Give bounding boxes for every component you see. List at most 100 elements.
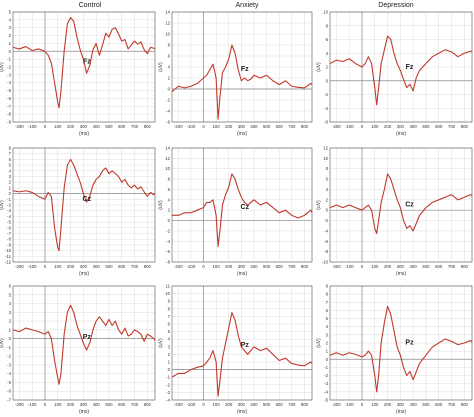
- x-tick-label: -100: [345, 402, 354, 407]
- x-tick-label: 800: [461, 264, 469, 269]
- electrode-label: Pz: [405, 340, 414, 347]
- y-tick-label: -5: [7, 88, 11, 93]
- y-tick-label: 2: [326, 341, 329, 346]
- y-tick-label: 4: [168, 65, 171, 70]
- y-tick-label: 5: [9, 163, 12, 168]
- x-tick-label: 600: [276, 124, 284, 129]
- erp-panel-anxiety-fz: -200 -100 0 100 200 300 400 500 600 700 800 14 12 10 8…: [158, 10, 313, 137]
- y-axis-label: (uV): [0, 200, 5, 210]
- y-tick-label: 5: [9, 292, 12, 297]
- y-tick-label: 6: [168, 187, 171, 192]
- y-tick-label: 2: [168, 352, 171, 357]
- y-tick-label: 1: [9, 185, 12, 190]
- x-tick-label: -200: [15, 402, 24, 407]
- x-tick-label: 500: [422, 124, 430, 129]
- y-tick-label: 5: [168, 329, 171, 334]
- y-tick-label: -4: [166, 398, 170, 403]
- x-tick-label: -100: [187, 124, 196, 129]
- x-tick-label: 300: [80, 264, 88, 269]
- x-tick-label: 0: [44, 264, 47, 269]
- y-tick-label: 10: [165, 32, 170, 37]
- y-tick-label: 4: [9, 168, 12, 173]
- x-tick-label: 700: [131, 264, 139, 269]
- x-tick-label: 100: [371, 402, 379, 407]
- x-tick-label: 400: [93, 402, 101, 407]
- y-tick-label: -5: [7, 220, 11, 225]
- x-tick-label: 800: [301, 124, 309, 129]
- x-tick-label: 300: [238, 124, 246, 129]
- y-tick-label: 6: [326, 177, 329, 182]
- plot-frame: [329, 11, 473, 123]
- y-tick-label: 6: [168, 54, 171, 59]
- y-tick-label: 4: [326, 324, 329, 329]
- x-tick-label: 700: [131, 402, 139, 407]
- y-tick-label: 0: [9, 191, 12, 196]
- y-tick-label: 8: [168, 306, 171, 311]
- erp-waveform: [329, 173, 473, 235]
- erp-panel-anxiety-pz: -200 -100 0 100 200 300 400 500 600 700 8001110987…: [158, 284, 313, 415]
- x-tick-label: 200: [67, 124, 75, 129]
- y-tick-label: 8: [326, 292, 329, 297]
- x-axis-label: (ms): [79, 271, 89, 277]
- x-tick-label: 600: [118, 402, 126, 407]
- y-tick-label: 4: [9, 17, 12, 22]
- y-tick-label: 10: [165, 291, 170, 296]
- y-tick-label: 1: [9, 41, 12, 46]
- x-tick-label: -100: [187, 402, 196, 407]
- x-tick-label: -200: [15, 124, 24, 129]
- y-tick-label: -4: [324, 389, 328, 394]
- plot-frame: [12, 147, 156, 263]
- y-tick-label: 8: [326, 166, 329, 171]
- x-tick-label: -100: [28, 402, 37, 407]
- x-tick-label: 700: [131, 124, 139, 129]
- x-tick-label: 200: [225, 264, 233, 269]
- x-tick-label: 600: [435, 124, 443, 129]
- x-tick-label: 0: [44, 124, 47, 129]
- y-axis-label: (uV): [158, 338, 164, 348]
- x-tick-label: 100: [213, 264, 221, 269]
- y-tick-label: -8: [7, 112, 11, 117]
- y-tick-label: -7: [7, 104, 11, 109]
- x-tick-label: -100: [28, 124, 37, 129]
- y-tick-label: 14: [165, 10, 170, 15]
- y-tick-label: -2: [7, 203, 11, 208]
- electrode-label: Cz: [83, 196, 92, 203]
- y-tick-label: 12: [323, 146, 328, 151]
- y-tick-label: 8: [168, 43, 171, 48]
- y-tick-label: 3: [9, 25, 12, 30]
- x-tick-label: 0: [202, 124, 205, 129]
- x-tick-label: 200: [67, 264, 75, 269]
- y-tick-label: 1: [168, 360, 171, 365]
- x-tick-label: 100: [54, 124, 62, 129]
- y-tick-label: 2: [9, 319, 12, 324]
- plot-frame: [171, 11, 313, 123]
- x-tick-label: 0: [361, 124, 364, 129]
- y-tick-label: 11: [166, 284, 171, 289]
- y-tick-label: -4: [7, 371, 11, 376]
- x-tick-label: 500: [422, 264, 430, 269]
- plot-frame: [12, 11, 156, 123]
- electrode-label: Cz: [241, 204, 250, 211]
- erp-waveform: [172, 173, 313, 247]
- y-tick-label: -10: [322, 260, 329, 265]
- x-tick-label: 800: [144, 402, 152, 407]
- erp-panel-control-cz: -200 -100 0 100 200 300 400 500 600 700 8008765432…: [0, 146, 156, 277]
- erp-waveform: [12, 304, 156, 385]
- x-tick-label: -200: [174, 124, 183, 129]
- y-tick-label: 7: [326, 300, 329, 305]
- electrode-label: Fz: [83, 58, 91, 65]
- y-tick-label: -3: [7, 72, 11, 77]
- y-tick-label: 6: [9, 157, 12, 162]
- y-axis-label: (uV): [0, 62, 5, 72]
- erp-panel-anxiety-cz: -200 -100 0 100 200 300 400 500 600 700 800 14 12 10 8…: [158, 146, 313, 277]
- x-tick-label: 500: [263, 124, 271, 129]
- y-tick-label: -6: [166, 249, 170, 254]
- x-tick-label: 300: [397, 124, 405, 129]
- x-tick-label: -100: [345, 124, 354, 129]
- y-tick-label: 0: [326, 78, 329, 83]
- y-tick-label: 1: [9, 327, 12, 332]
- x-tick-label: 700: [448, 402, 456, 407]
- y-tick-label: -1: [7, 197, 11, 202]
- y-tick-label: -2: [324, 373, 328, 378]
- x-tick-label: -200: [174, 402, 183, 407]
